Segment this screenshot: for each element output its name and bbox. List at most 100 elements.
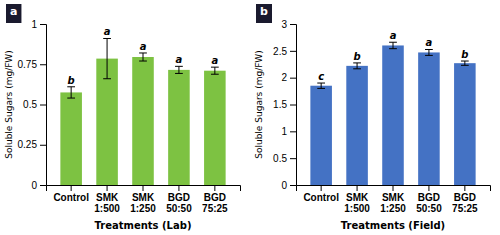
axis-line [40,25,47,186]
tick-label-line: SMK [132,192,155,203]
axis-line [47,186,241,192]
x-axis: ControlSMK1:500SMK1:250BGD50:50BGD75:25 [297,185,491,214]
tick-mark [107,185,108,191]
tick-mark [290,78,296,79]
tick-mark [71,185,72,191]
bar [382,45,404,185]
error-bar-cap [67,98,75,99]
panel-label-box [6,4,21,23]
tick-mark [143,185,144,191]
tick-mark [40,145,46,146]
tick-label: SMK1:250 [380,192,406,214]
tick-label: Control [303,192,339,203]
annotation: a [104,26,111,37]
tick-label: 0.25 [18,139,38,150]
annotation: a [426,37,433,48]
error-bar-stem [464,61,465,65]
tick-mark [357,185,358,191]
tick-label: BGD75:25 [452,192,478,214]
error-bar [211,67,219,74]
tick-label-line: Control [303,192,339,203]
error-bar-cap [353,68,361,69]
tick-label: SMK1:500 [94,192,120,214]
error-bar [175,66,183,73]
error-bar [389,42,397,48]
error-bar-cap [211,67,219,68]
tick-mark [464,185,465,191]
x-axis-title: Treatments (Field) [341,220,445,231]
panel-label: b [256,4,272,23]
error-bar-cap [353,62,361,63]
tick: BGD50:50 [416,185,442,214]
tick-mark [290,51,296,52]
bar [346,66,368,185]
tick-mark [290,158,296,159]
tick: BGD75:25 [452,185,478,214]
tick: 0.5 [273,153,296,164]
panel-label: a [6,4,21,23]
error-bar-cap [317,88,325,89]
tick: 1 [31,19,46,30]
tick-mark [393,185,394,191]
tick-mark [178,185,179,191]
tick: 0.5 [23,99,46,110]
tick: BGD50:50 [166,185,192,214]
tick-label-line: SMK [346,192,369,203]
bar [418,52,440,185]
tick-label: 0.5 [273,153,287,164]
tick-label: BGD50:50 [166,192,192,214]
tick-label: 0.75 [18,59,38,70]
error-bar-cap [67,86,75,87]
tick-label: BGD50:50 [416,192,442,214]
tick-label: 1 [281,126,287,137]
tick: 1.5 [273,99,296,110]
tick-label-line: 1:250 [380,203,406,214]
error-bar [425,49,433,55]
error-bar [353,63,361,69]
panel: 00.250.50.751ControlSMK1:500SMK1:250BGD5… [4,4,241,231]
error-bar [461,61,469,65]
tick-mark [40,185,46,186]
y-axis: 00.511.522.53 [273,19,296,191]
tick: Control [303,185,339,203]
tick: BGD75:25 [202,185,228,214]
error-bar [67,87,75,98]
error-bar-stem [178,66,179,73]
tick-label-line: 1:500 [344,203,370,214]
error-bar [139,53,147,61]
panel: 00.511.522.53ControlSMK1:500SMK1:250BGD5… [254,4,491,231]
tick-label-line: 75:25 [452,203,478,214]
error-bar-stem [107,38,108,78]
bar [168,70,190,185]
annotation: a [211,55,218,66]
bar [132,57,154,185]
tick: 2.5 [273,46,296,57]
tick-label-line: SMK [96,192,119,203]
x-axis: ControlSMK1:500SMK1:250BGD50:50BGD75:25 [47,185,241,214]
axis-line [290,25,297,186]
error-bar-stem [357,63,358,69]
tick-label: 1.5 [273,99,287,110]
chart: 00.250.50.751ControlSMK1:500SMK1:250BGD5… [0,0,500,235]
tick-label: BGD75:25 [202,192,228,214]
tick-mark [40,24,46,25]
tick: 1 [281,126,296,137]
error-bar-cap [389,48,397,49]
error-bar-cap [103,78,111,79]
plot: 00.250.50.751ControlSMK1:500SMK1:250BGD5… [4,19,241,231]
tick-mark [40,105,46,106]
y-axis: 0 0.25 0.5 0.75 1 [18,19,47,191]
tick: 2 [281,72,296,83]
error-bar-cap [461,61,469,62]
tick-label-line: BGD [418,192,440,203]
error-bar-stem [143,53,144,61]
tick-label: 3 [281,19,287,30]
marks [60,38,225,185]
tick: SMK1:500 [94,185,120,214]
tick-label-line: Control [53,192,89,203]
error-bar-cap [425,49,433,50]
tick-label-line: BGD [204,192,226,203]
tick-label-line: 1:500 [94,203,120,214]
tick-label: 0 [31,180,37,191]
tick-mark [40,64,46,65]
